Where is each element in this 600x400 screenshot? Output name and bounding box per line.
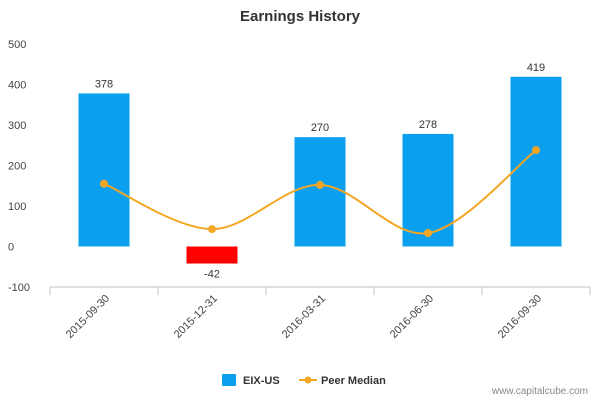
x-axis: 2015-09-30 2015-12-31 2016-03-31 2016-06-30… — [49, 286, 591, 341]
bar-2016-09-30 — [510, 76, 562, 247]
y-tick-label: 500 — [8, 39, 26, 51]
bar-data-label: -42 — [204, 269, 220, 281]
x-tick-label: 2016-03-31 — [280, 293, 328, 341]
legend-label-peer-median: Peer Median — [321, 375, 386, 387]
legend-label-eix: EIX-US — [243, 375, 280, 387]
y-tick-label: 400 — [8, 80, 26, 92]
y-axis: -100 0 100 200 300 400 500 — [8, 39, 30, 294]
x-tick-label: 2015-09-30 — [64, 293, 112, 341]
y-tick-label: 0 — [8, 242, 14, 254]
bar-2016-03-31 — [294, 137, 346, 247]
peer-median-point — [208, 225, 216, 234]
chart-title: Earnings History — [240, 8, 361, 25]
legend-marker-peer-median — [304, 376, 312, 384]
x-tick-label: 2015-12-31 — [172, 293, 220, 341]
x-tick-label: 2016-06-30 — [388, 293, 436, 341]
bar-2015-12-31 — [186, 246, 238, 264]
y-tick-label: 100 — [8, 201, 26, 213]
peer-median-point — [424, 229, 432, 238]
peer-median-point — [316, 180, 324, 189]
y-tick-label: -100 — [8, 282, 30, 294]
peer-median-point — [100, 179, 108, 188]
bar-data-label: 419 — [527, 62, 545, 74]
bar-data-label: 378 — [95, 78, 113, 90]
y-tick-label: 200 — [8, 161, 26, 173]
legend-swatch-eix — [222, 374, 236, 386]
source-credit: www.capitalcube.com — [491, 386, 588, 397]
bar-series — [78, 76, 562, 264]
legend: EIX-US Peer Median — [222, 374, 386, 387]
bar-data-label: 278 — [419, 119, 437, 131]
bar-data-label: 270 — [311, 122, 329, 134]
peer-median-series — [100, 146, 540, 238]
x-tick-label: 2016-09-30 — [496, 293, 544, 341]
bar-2015-09-30 — [78, 93, 130, 247]
y-tick-label: 300 — [8, 120, 26, 132]
bar-data-labels: 378 -42 270 278 419 — [95, 62, 545, 281]
peer-median-point — [532, 146, 540, 155]
